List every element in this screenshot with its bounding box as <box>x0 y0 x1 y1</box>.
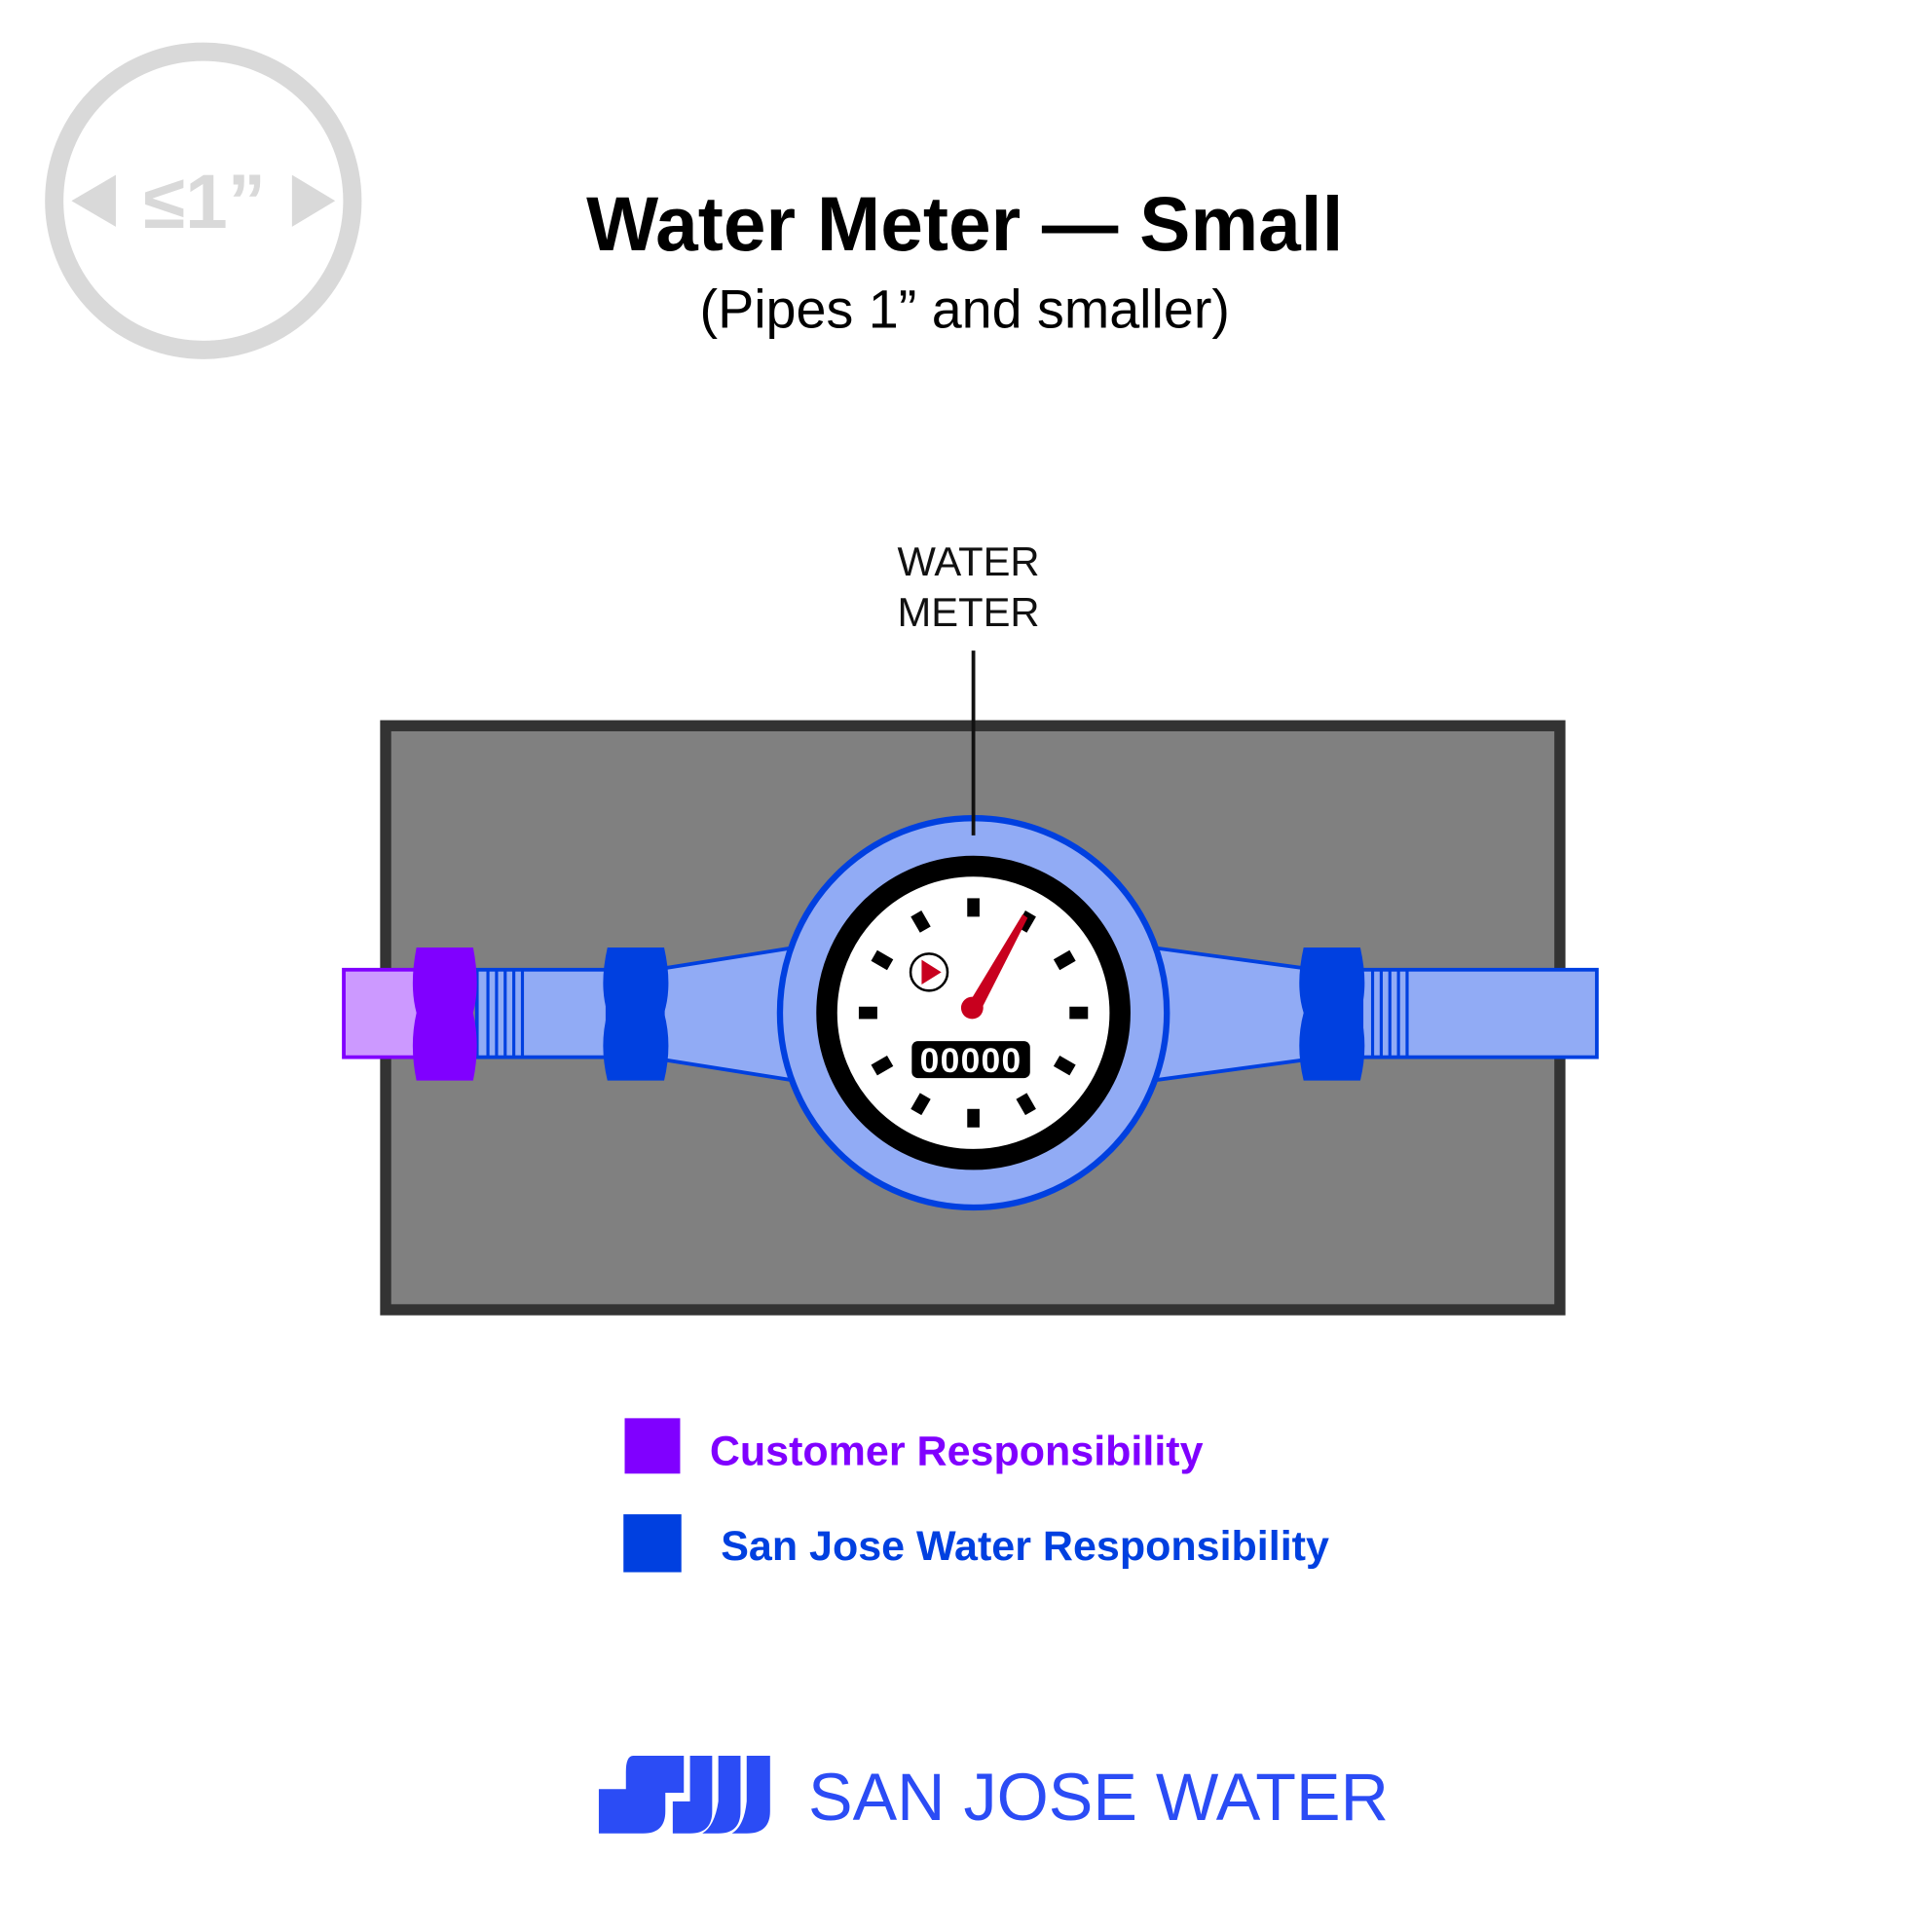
dial-tick <box>910 910 931 933</box>
odometer-reading: 00000 <box>920 1041 1022 1080</box>
dial-tick <box>1053 949 1076 971</box>
callout-line-2: METER <box>897 589 1039 635</box>
legend-swatch-sjw <box>623 1514 682 1573</box>
dial-tick <box>1053 1055 1076 1076</box>
left-threads <box>486 971 525 1057</box>
pipe-diameter-icon: ≤1” <box>45 42 362 359</box>
dial-tick <box>1069 1006 1089 1020</box>
page-title: Water Meter — Small <box>586 181 1343 267</box>
odometer <box>911 1041 1030 1079</box>
left-meter-connector <box>660 945 798 1083</box>
right-meter-connector <box>1150 945 1309 1083</box>
sjw-logo-mark <box>598 1756 770 1834</box>
dial-tick <box>910 1093 931 1116</box>
customer-nut <box>412 947 477 1081</box>
legend-label-sjw: San Jose Water Responsibility <box>721 1523 1329 1570</box>
arrow-left-icon <box>71 174 116 227</box>
dial-tick <box>1016 1093 1036 1116</box>
low-flow-indicator-icon <box>909 952 949 992</box>
dial-tick <box>858 1006 877 1020</box>
right-pipe <box>1359 967 1599 1059</box>
dial-tick <box>871 949 894 971</box>
legend-label-customer: Customer Responsibility <box>710 1428 1204 1474</box>
needle-hub <box>960 996 984 1020</box>
meter-needle <box>966 913 1028 1011</box>
customer-pipe <box>342 967 423 1059</box>
right-threads <box>1370 971 1409 1057</box>
dial-tick <box>967 1108 980 1128</box>
size-label: ≤1” <box>143 159 266 244</box>
callout-line-1: WATER <box>897 539 1039 584</box>
legend-swatch-customer <box>624 1418 681 1474</box>
page-subtitle: (Pipes 1” and smaller) <box>700 279 1230 340</box>
dial-tick <box>967 898 980 917</box>
right-meter-nut <box>1299 947 1365 1081</box>
arrow-right-icon <box>291 174 336 227</box>
water-meter: 00000 <box>776 815 1170 1211</box>
san-jose-water-logo: SAN JOSE WATER <box>598 1756 1389 1835</box>
logo-text: SAN JOSE WATER <box>808 1761 1389 1835</box>
legend: Customer Responsibility San Jose Water R… <box>623 1418 1329 1573</box>
left-meter-nut <box>603 947 669 1081</box>
service-pipe <box>342 945 1599 1083</box>
dial-tick <box>871 1055 894 1076</box>
